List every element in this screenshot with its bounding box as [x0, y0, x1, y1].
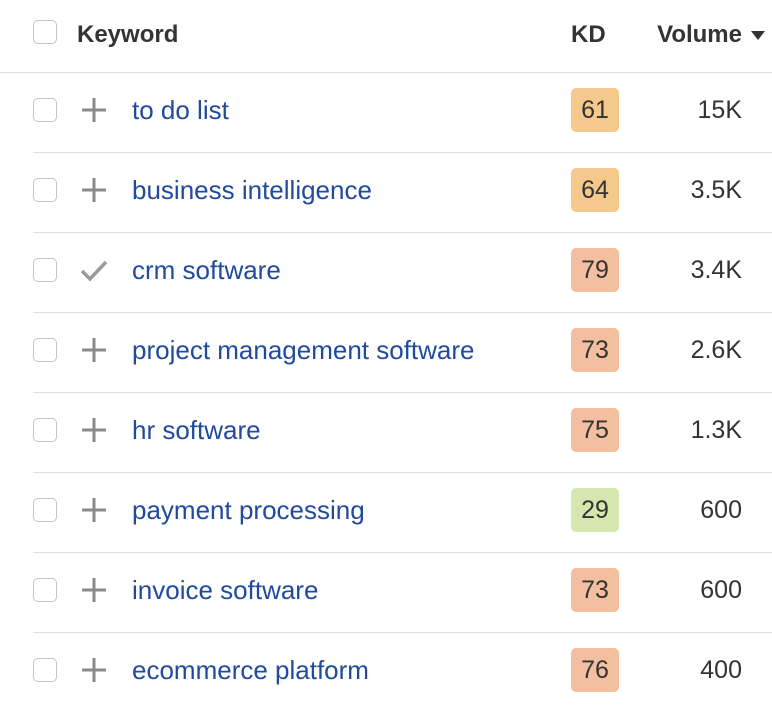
volume-value: 400 — [700, 656, 742, 684]
volume-value: 600 — [700, 496, 742, 524]
header-divider — [0, 72, 772, 73]
keyword-link[interactable]: to do list — [132, 95, 229, 125]
keyword-link[interactable]: business intelligence — [132, 175, 372, 205]
row-checkbox[interactable] — [33, 98, 57, 122]
volume-header[interactable]: Volume — [657, 21, 742, 48]
volume-value: 15K — [697, 96, 742, 124]
plus-icon — [82, 338, 106, 362]
row-divider — [33, 472, 772, 473]
row-divider — [33, 312, 772, 313]
plus-icon — [82, 578, 106, 602]
kd-badge: 75 — [571, 408, 619, 452]
row-checkbox[interactable] — [33, 418, 57, 442]
row-divider — [33, 152, 772, 153]
kd-badge: 61 — [571, 88, 619, 132]
kd-header[interactable]: KD — [571, 21, 606, 48]
plus-icon — [82, 418, 106, 442]
keyword-link[interactable]: crm software — [132, 255, 281, 285]
volume-value: 600 — [700, 576, 742, 604]
kd-badge: 73 — [571, 568, 619, 612]
row-checkbox[interactable] — [33, 258, 57, 282]
keyword-link[interactable]: payment processing — [132, 495, 365, 525]
select-all-checkbox[interactable] — [33, 20, 57, 44]
volume-value: 3.5K — [690, 176, 742, 204]
keyword-link[interactable]: invoice software — [132, 575, 319, 605]
add-button[interactable] — [80, 496, 108, 524]
keyword-link[interactable]: hr software — [132, 415, 261, 445]
row-checkbox[interactable] — [33, 498, 57, 522]
check-icon — [80, 260, 108, 282]
added-indicator — [80, 256, 108, 284]
keyword-link[interactable]: ecommerce platform — [132, 655, 369, 685]
add-button[interactable] — [80, 656, 108, 684]
add-button[interactable] — [80, 416, 108, 444]
row-checkbox[interactable] — [33, 178, 57, 202]
plus-icon — [82, 98, 106, 122]
row-divider — [33, 232, 772, 233]
add-button[interactable] — [80, 336, 108, 364]
kd-badge: 64 — [571, 168, 619, 212]
row-checkbox[interactable] — [33, 658, 57, 682]
kd-badge: 79 — [571, 248, 619, 292]
keyword-link[interactable]: project management software — [132, 335, 475, 365]
plus-icon — [82, 178, 106, 202]
add-button[interactable] — [80, 176, 108, 204]
plus-icon — [82, 658, 106, 682]
row-checkbox[interactable] — [33, 338, 57, 362]
row-checkbox[interactable] — [33, 578, 57, 602]
keyword-header: Keyword — [77, 21, 179, 48]
row-divider — [33, 392, 772, 393]
volume-value: 2.6K — [690, 336, 742, 364]
kd-badge: 29 — [571, 488, 619, 532]
volume-value: 3.4K — [690, 256, 742, 284]
row-divider — [33, 632, 772, 633]
add-button[interactable] — [80, 96, 108, 124]
volume-value: 1.3K — [690, 416, 742, 444]
row-divider — [33, 552, 772, 553]
add-button[interactable] — [80, 576, 108, 604]
kd-badge: 76 — [571, 648, 619, 692]
kd-badge: 73 — [571, 328, 619, 372]
sort-arrow[interactable] — [750, 30, 766, 42]
plus-icon — [82, 498, 106, 522]
